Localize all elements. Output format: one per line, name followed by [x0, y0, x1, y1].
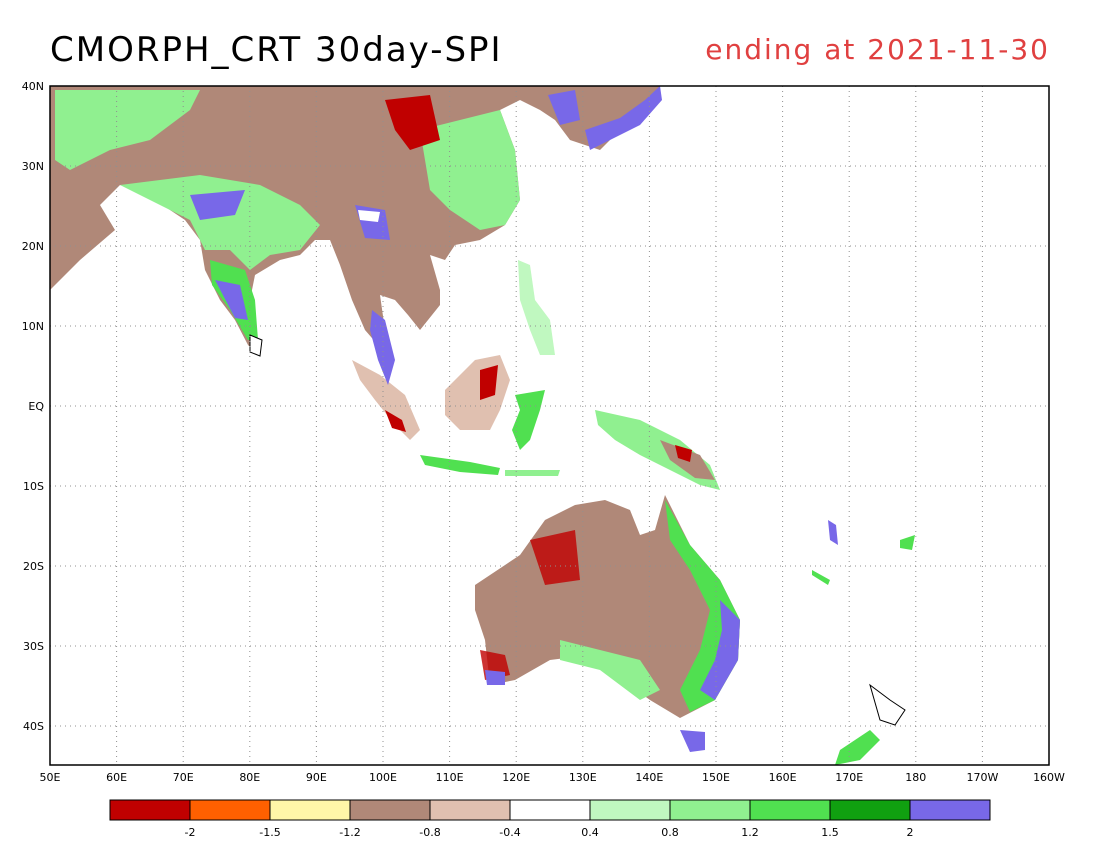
longitude-label: 170W [966, 771, 998, 784]
land-java [420, 455, 500, 475]
legend-swatch [829, 799, 911, 821]
map-subtitle: ending at 2021-11-30 [705, 33, 1050, 66]
map-title: CMORPH_CRT 30day-SPI [50, 30, 503, 70]
legend-swatch [109, 799, 191, 821]
land-borneo [445, 355, 510, 430]
latitude-label: 30S [23, 640, 44, 653]
land-newguinea-red [675, 445, 692, 462]
legend-label: 0.4 [581, 826, 599, 839]
land-asia-green-1 [55, 90, 200, 170]
land-srilanka [249, 334, 263, 357]
longitude-label: 160W [1033, 771, 1065, 784]
land-australia-blue-2 [485, 670, 505, 685]
land-nz-north [869, 683, 906, 726]
land-nz-south [835, 730, 880, 765]
legend-swatch [429, 799, 511, 821]
longitude-label: 120E [502, 771, 530, 784]
longitude-label: 180 [905, 771, 926, 784]
land-fiji [900, 535, 915, 550]
longitude-labels: 50E 60E 70E 80E 90E 100E 110E 120E 130E 140E 150E 1… [40, 771, 1066, 784]
legend-colorbar: -2 -1.5 -1.2 -0.8 -0.4 0.4 0.8 1.2 1.5 2 [109, 799, 991, 839]
legend-label: -1.5 [259, 826, 280, 839]
latitude-label: EQ [28, 400, 44, 413]
land-blue-1 [190, 190, 245, 220]
longitude-label: 90E [306, 771, 327, 784]
land-australia-blue [700, 600, 740, 700]
longitude-label: 160E [769, 771, 797, 784]
longitude-label: 130E [569, 771, 597, 784]
gridlines [50, 86, 1049, 765]
land-asia-green-3 [420, 110, 520, 230]
latitude-label: 40S [23, 720, 44, 733]
latitude-label: 10N [22, 320, 44, 333]
latitude-label: 40N [22, 80, 44, 93]
legend-swatch [509, 799, 591, 821]
longitude-label: 140E [635, 771, 663, 784]
latitude-label: 10S [23, 480, 44, 493]
land-vanuatu [828, 520, 838, 545]
legend-swatch [269, 799, 351, 821]
land-borneo-red [480, 365, 498, 400]
legend-swatch [669, 799, 751, 821]
legend-label: 0.8 [661, 826, 679, 839]
longitude-label: 60E [106, 771, 127, 784]
land-red-1 [385, 95, 440, 150]
longitude-label: 50E [40, 771, 61, 784]
land-white-1 [358, 210, 380, 222]
legend-label: 1.2 [741, 826, 759, 839]
legend-swatch [349, 799, 431, 821]
latitude-label: 20N [22, 240, 44, 253]
land-sumatra-red [385, 410, 406, 432]
land-australia-red [530, 530, 580, 585]
legend-swatch [189, 799, 271, 821]
legend-swatch [749, 799, 831, 821]
latitude-labels: 40N 30N 20N 10N EQ 10S 20S 30S 40S [22, 80, 45, 733]
latitude-label: 20S [23, 560, 44, 573]
land-sulawesi [512, 390, 545, 450]
land-sumatra [352, 360, 420, 440]
longitude-label: 70E [173, 771, 194, 784]
legend-label: -0.4 [499, 826, 520, 839]
longitude-label: 80E [239, 771, 260, 784]
legend-label: -0.8 [419, 826, 440, 839]
map-frame [49, 85, 1050, 766]
land-japan [585, 86, 662, 150]
legend-swatch [909, 799, 991, 821]
land-blue-3 [548, 90, 580, 125]
land-tasmania [680, 730, 705, 752]
latitude-label: 30N [22, 160, 44, 173]
longitude-label: 110E [436, 771, 464, 784]
land-newcaledonia [812, 570, 830, 585]
legend-label: 2 [907, 826, 914, 839]
legend-swatch [589, 799, 671, 821]
legend-label: 1.5 [821, 826, 839, 839]
land-nusa [505, 470, 560, 476]
legend-label: -2 [185, 826, 196, 839]
legend-label: -1.2 [339, 826, 360, 839]
longitude-label: 150E [702, 771, 730, 784]
longitude-label: 170E [835, 771, 863, 784]
spi-map-layer [50, 86, 915, 765]
land-philippines [518, 260, 555, 355]
land-malaya [370, 310, 395, 385]
longitude-label: 100E [369, 771, 397, 784]
land-india-blue [215, 280, 248, 320]
land-australia-south-green [560, 640, 660, 700]
